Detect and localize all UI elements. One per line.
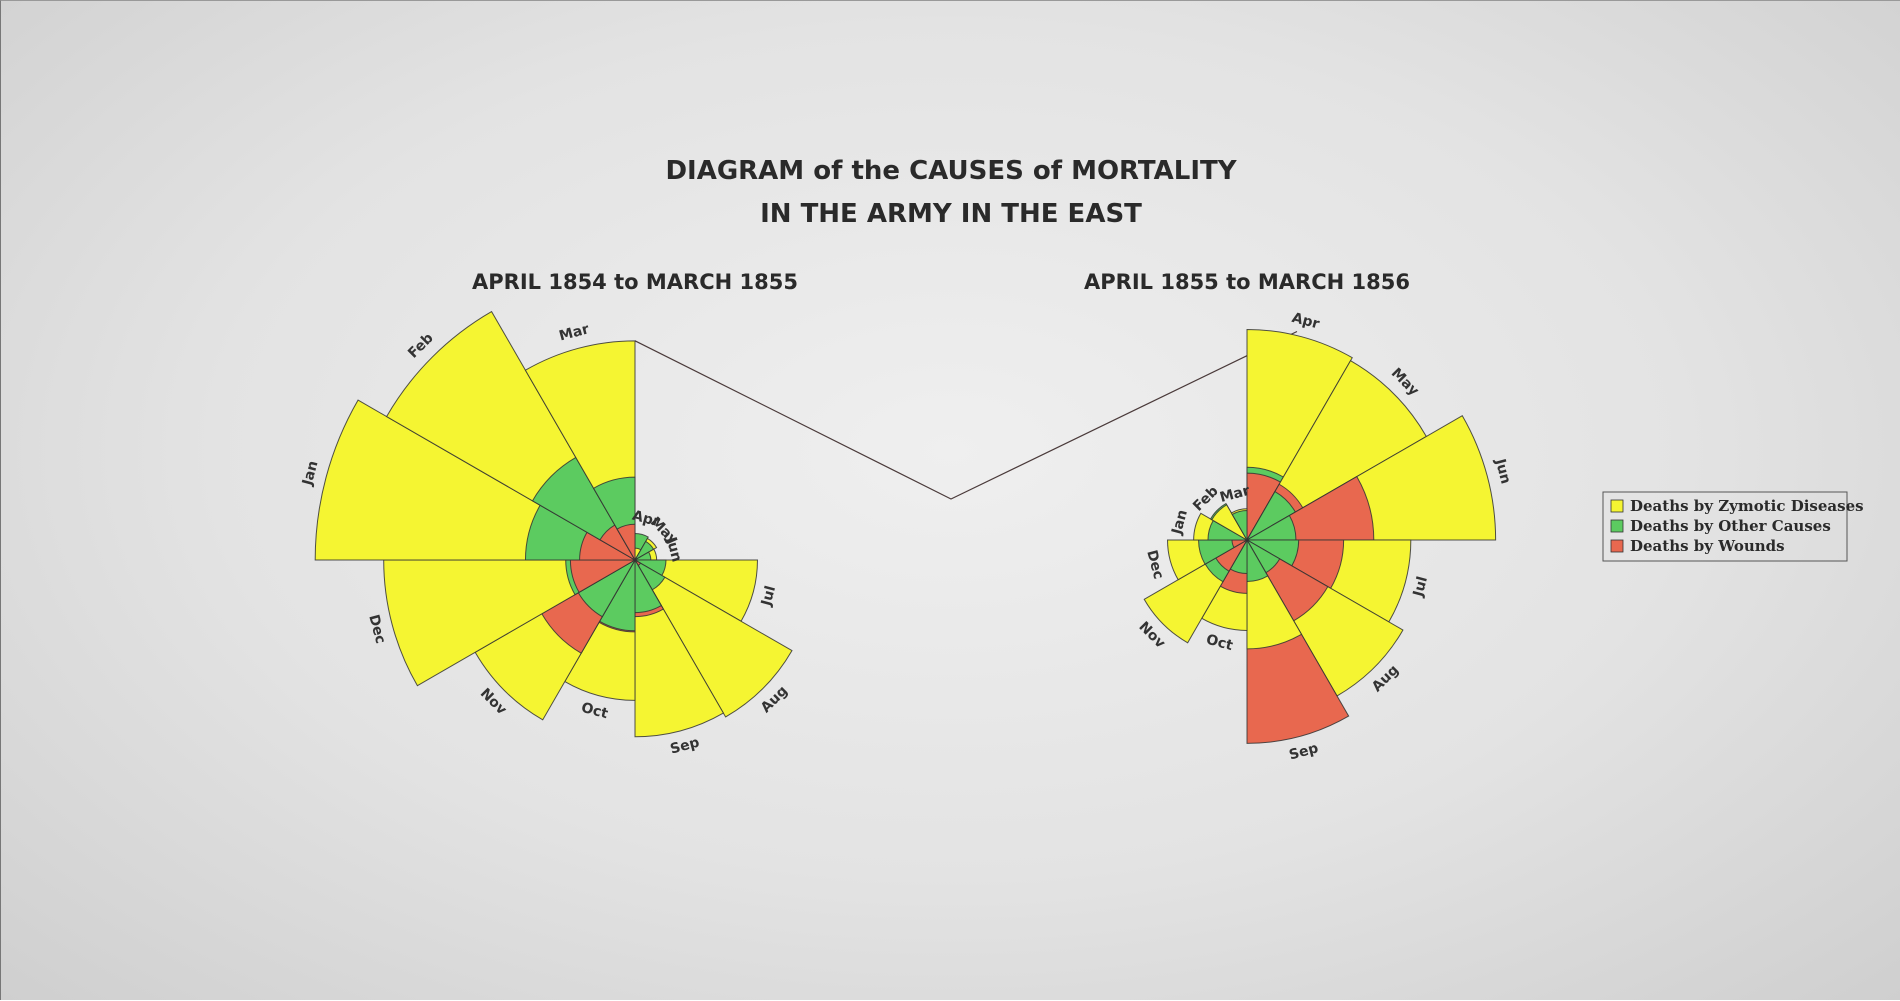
legend-label-wounds: Deaths by Wounds [1630,537,1785,555]
legend-box [1602,491,1848,562]
month-label-jan: Jan [1169,508,1191,537]
month-label-jun: Jun [1491,456,1513,485]
month-label-jan: Jan [299,459,321,488]
month-label-sep: Sep [669,735,702,758]
month-label-apr: Apr [1290,310,1321,333]
wedge-other-mar [1231,509,1248,542]
subtitle-right: APRIL 1855 to MARCH 1856 [1084,270,1410,294]
month-label-dec: Dec [1143,548,1166,581]
month-label-apr: Apr [631,508,662,531]
wedge-zymotic-dec [383,559,637,687]
connector-line [634,330,1298,500]
wedge-zymotic-feb [1211,504,1249,542]
month-label-mar: Mar [1218,483,1251,506]
month-label-mar: Mar [557,321,590,344]
legend-swatch-zymotic [1610,499,1624,513]
month-label-oct: Oct [1204,632,1234,654]
month-label-jul: Jul [758,584,779,608]
month-label-sep: Sep [1287,740,1320,763]
legend-label-zymotic: Deaths by Zymotic Diseases [1630,497,1864,515]
month-label-dec: Dec [365,613,388,646]
legend-swatch-wounds [1610,539,1624,553]
connector-lines [634,330,1298,500]
chart-title-line2: IN THE ARMY IN THE EAST [760,199,1142,229]
chart-title-line1: DIAGRAM of the CAUSES of MORTALITY [665,156,1237,186]
legend-swatch-other [1610,519,1624,533]
month-label-jul: Jul [1410,575,1431,599]
legend-label-other: Deaths by Other Causes [1630,517,1831,535]
subtitle-left: APRIL 1854 to MARCH 1855 [472,270,798,294]
month-label-oct: Oct [579,700,609,722]
legend: Deaths by Zymotic Diseases Deaths by Oth… [1602,491,1864,562]
month-label-jun: Jun [662,534,684,563]
wedge-zymotic-aug [633,558,793,718]
wedge-wounds-mar [616,523,636,562]
